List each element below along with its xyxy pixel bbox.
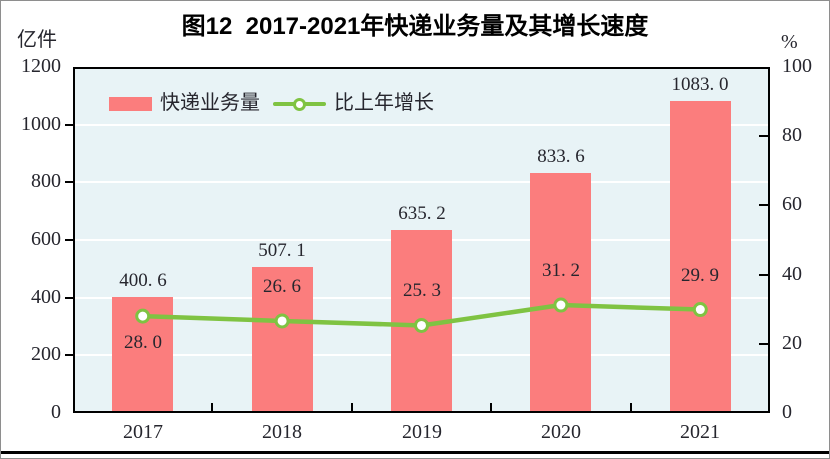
y-axis-right-tick-label: 60	[782, 193, 802, 215]
x-axis-tick	[630, 403, 632, 411]
bar-2018	[252, 267, 313, 411]
growth-value-label: 28. 0	[124, 332, 162, 353]
legend-bar-swatch	[109, 97, 152, 111]
growth-value-label: 26. 6	[263, 276, 301, 297]
y-axis-right-tick-label: 20	[782, 332, 802, 354]
y-axis-right-tick	[759, 343, 768, 345]
y-axis-right-tick-label: 0	[782, 401, 792, 423]
y-axis-left-tick-label: 200	[31, 343, 61, 365]
x-axis-tick	[490, 403, 492, 411]
gridline	[75, 124, 768, 126]
bar-value-label: 400. 6	[119, 270, 167, 291]
x-axis-label-2021: 2021	[680, 421, 720, 443]
y-axis-left-tick-label: 600	[31, 228, 61, 250]
bar-2021	[670, 101, 731, 411]
legend-line-label: 比上年增长	[334, 92, 434, 114]
right-axis-unit-label: %	[781, 31, 798, 53]
y-axis-left-tick-label: 1200	[21, 55, 61, 77]
growth-value-label: 29. 9	[681, 265, 719, 286]
y-axis-left-tick-label: 0	[51, 401, 61, 423]
x-axis-label-2018: 2018	[262, 421, 302, 443]
figure-bottom-rule	[1, 451, 829, 454]
bar-2019	[391, 230, 452, 411]
y-axis-right-tick	[759, 204, 768, 206]
x-axis-tick	[211, 403, 213, 411]
y-axis-left-tick	[65, 181, 73, 183]
bar-value-label: 833. 6	[537, 146, 585, 167]
x-axis-label-2017: 2017	[123, 421, 163, 443]
legend-bar-label: 快递业务量	[160, 92, 260, 114]
y-axis-left-tick	[65, 124, 73, 126]
growth-value-label: 31. 2	[542, 260, 580, 281]
bar-value-label: 507. 1	[258, 240, 306, 261]
legend-line-marker-icon	[293, 98, 306, 111]
y-axis-right-tick-label: 80	[782, 124, 802, 146]
chart-title: 图12 2017-2021年快递业务量及其增长速度	[181, 13, 649, 40]
y-axis-left-tick	[65, 354, 73, 356]
y-axis-left-tick	[65, 239, 73, 241]
y-axis-right-tick	[759, 135, 768, 137]
y-axis-right-tick-label: 100	[782, 55, 812, 77]
y-axis-right-tick-label: 40	[782, 263, 802, 285]
bar-value-label: 1083. 0	[671, 74, 729, 95]
x-axis-label-2019: 2019	[402, 421, 442, 443]
y-axis-left-tick-label: 800	[31, 170, 61, 192]
x-axis-label-2020: 2020	[541, 421, 581, 443]
bar-value-label: 635. 2	[398, 203, 446, 224]
bar-2017	[112, 297, 173, 411]
gridline	[75, 181, 768, 183]
bar-2020	[530, 173, 591, 411]
y-axis-left-tick-label: 400	[31, 286, 61, 308]
x-axis-tick	[351, 403, 353, 411]
y-axis-left-tick-label: 1000	[21, 113, 61, 135]
growth-value-label: 25. 3	[403, 280, 441, 301]
y-axis-right-tick	[759, 274, 768, 276]
y-axis-left-tick	[65, 297, 73, 299]
left-axis-unit-label: 亿件	[17, 29, 57, 51]
